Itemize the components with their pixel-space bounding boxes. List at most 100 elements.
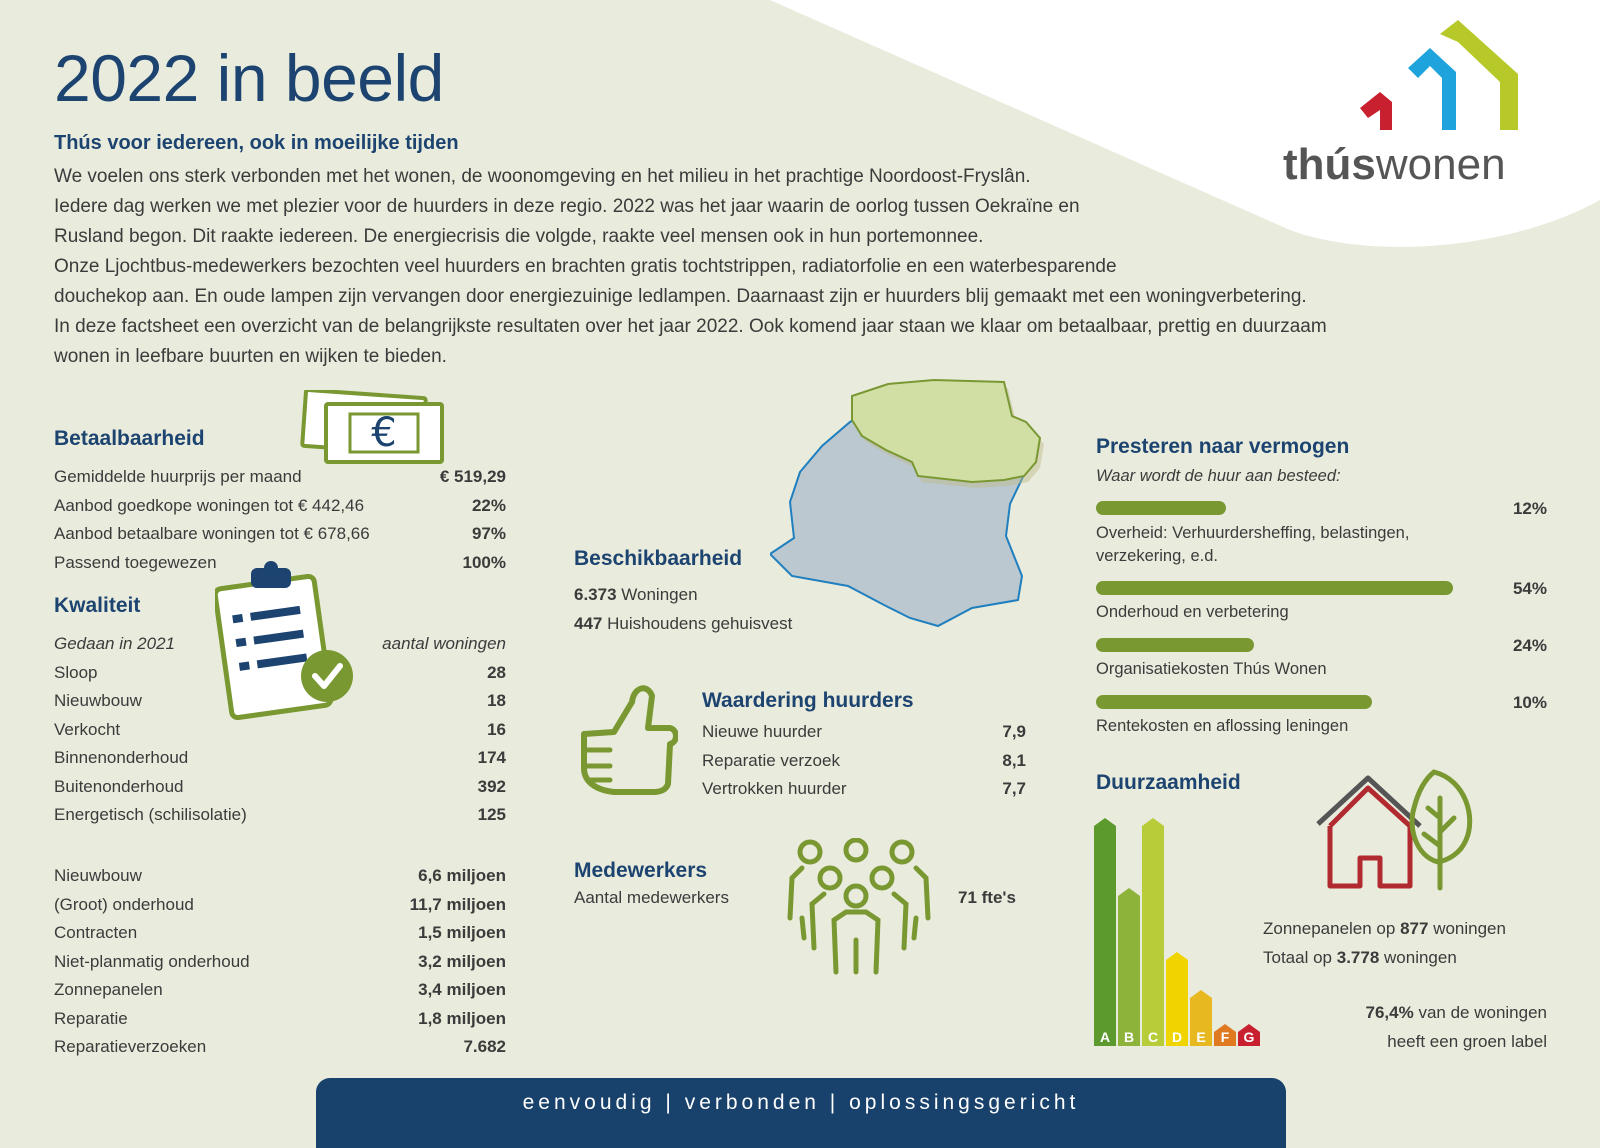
page-title: 2022 in beeld xyxy=(54,41,444,115)
bar-track xyxy=(1096,695,1453,709)
totaal-count: 3.778 xyxy=(1336,948,1380,967)
list-item: Sloop 28 xyxy=(54,659,506,688)
list-item: Niet-planmatig onderhoud 3,2 miljoen xyxy=(54,948,506,977)
zonnepanelen-line: Zonnepanelen op 877 woningen xyxy=(1263,914,1506,943)
presteren-subtitle: Waar wordt de huur aan besteed: xyxy=(1096,467,1341,485)
text-part: van de woningen xyxy=(1418,1003,1547,1022)
list-item: (Groot) onderhoud 11,7 miljoen xyxy=(54,891,506,920)
row-label: Reparatie verzoek xyxy=(702,750,840,770)
bar-track xyxy=(1096,501,1453,515)
row-label: Nieuwbouw xyxy=(54,866,142,885)
intro-line: Onze Ljochtbus-medewerkers bezochten vee… xyxy=(54,256,1117,277)
row-value: 7,9 xyxy=(1002,722,1026,741)
list-item: Buitenonderhoud 392 xyxy=(54,773,506,802)
intro-heading: Thús voor iedereen, ook in moeilijke tij… xyxy=(54,132,459,154)
row-label: Reparatie xyxy=(54,1008,128,1028)
region-map-icon xyxy=(770,378,1044,628)
financien-list: Nieuwbouw 6,6 miljoen (Groot) onderhoud 11… xyxy=(54,862,506,1062)
bar-label: Organisatiekosten Thús Wonen xyxy=(1096,660,1327,678)
energy-letter: G xyxy=(1244,1029,1255,1045)
row-value: 100% xyxy=(462,552,506,572)
row-label: Aanbod goedkope woningen tot € 442,46 xyxy=(54,495,365,515)
row-label: Verkocht xyxy=(54,719,121,739)
energy-letter: A xyxy=(1100,1029,1110,1045)
list-item: Aanbod betaalbare woningen tot € 678,66 9… xyxy=(54,520,506,549)
list-item: Reparatieverzoeken 7.682 xyxy=(54,1033,506,1062)
row-value: 11,7 miljoen xyxy=(409,894,506,914)
section-title-waardering: Waardering huurders xyxy=(702,689,914,712)
intro-line: douchekop aan. En oude lampen zijn verva… xyxy=(54,286,1307,307)
bar-label-line: Overheid: Verhuurdersheffing, belastinge… xyxy=(1096,524,1410,542)
energy-bar-f xyxy=(1214,1024,1236,1046)
bar xyxy=(1096,581,1453,595)
bar-label: Rentekosten en aflossing leningen xyxy=(1096,717,1349,735)
list-item: Energetisch (schilisolatie) 125 xyxy=(54,801,506,830)
list-item: Passend toegewezen 100% xyxy=(54,549,506,578)
bar xyxy=(1096,695,1372,709)
energy-bar-d xyxy=(1166,952,1188,1046)
subheader-value: aantal woningen xyxy=(382,634,506,653)
text-part: woningen xyxy=(1433,919,1506,938)
footer-separator: | xyxy=(665,1091,675,1114)
row-value: 8,1 xyxy=(1002,750,1026,770)
energy-bar-g xyxy=(1238,1024,1260,1046)
row-value: 18 xyxy=(487,691,506,710)
logo-wordmark: thúswonen xyxy=(1283,140,1506,190)
people-group-icon xyxy=(787,838,931,975)
list-item: Aanbod goedkope woningen tot € 442,46 22% xyxy=(54,492,506,521)
footer-word: oplossingsgericht xyxy=(849,1091,1080,1114)
footer-banner: eenvoudig | verbonden | oplossingsgerich… xyxy=(316,1078,1286,1148)
huishoudens-line: 447 Huishoudens gehuisvest xyxy=(574,609,792,638)
energy-letter: C xyxy=(1148,1029,1158,1045)
section-title-kwaliteit: Kwaliteit xyxy=(54,594,141,617)
energy-bar-e xyxy=(1190,990,1212,1046)
logo-part2: wonen xyxy=(1375,140,1506,189)
list-item: Reparatie 1,8 miljoen xyxy=(54,1005,506,1034)
zonnepanelen-text: Zonnepanelen op 877 woningen Totaal op 3… xyxy=(1263,914,1506,972)
row-value: 6,6 miljoen xyxy=(418,866,506,885)
footer-word: eenvoudig xyxy=(522,1091,656,1114)
row-value: 1,8 miljoen xyxy=(418,1008,506,1028)
row-value: 28 xyxy=(487,662,506,682)
bar xyxy=(1096,638,1254,652)
betaalbaarheid-list: Gemiddelde huurprijs per maand € 519,29 A… xyxy=(54,463,506,577)
intro-line: wonen in leefbare buurten en wijken te b… xyxy=(54,346,447,367)
logo-part1: thús xyxy=(1283,140,1376,189)
bar-pct-label: 54% xyxy=(1512,579,1547,598)
row-value: 3,2 miljoen xyxy=(418,951,506,971)
intro-line: We voelen ons sterk verbonden met het wo… xyxy=(54,166,1031,187)
intro-line: Rusland begon. Dit raakte iedereen. De e… xyxy=(54,226,984,247)
row-label: Gemiddelde huurprijs per maand xyxy=(54,467,302,486)
list-item: Nieuwbouw 18 xyxy=(54,687,506,716)
groen-label-text: 76,4% van de woningen heeft een groen la… xyxy=(1366,998,1547,1056)
svg-text:€: € xyxy=(371,410,396,456)
row-value: 22% xyxy=(471,495,506,515)
row-value: 16 xyxy=(487,719,506,739)
list-subheader: Gedaan in 2021 aantal woningen xyxy=(54,630,506,659)
list-item: Nieuwbouw 6,6 miljoen xyxy=(54,862,506,891)
energy-letter: F xyxy=(1221,1029,1230,1045)
list-item: Binnenonderhoud 174 xyxy=(54,744,506,773)
row-value: 3,4 miljoen xyxy=(418,980,506,999)
section-title-beschikbaarheid: Beschikbaarheid xyxy=(574,547,743,570)
subheader-label: Gedaan in 2021 xyxy=(54,634,175,653)
bar-pct-label: 12% xyxy=(1512,499,1547,518)
intro-line: Iedere dag werken we met plezier voor de… xyxy=(54,196,1080,217)
intro-text: We voelen ons sterk verbonden met het wo… xyxy=(54,162,1474,372)
row-label: Sloop xyxy=(54,662,98,682)
row-label: Zonnepanelen xyxy=(54,980,163,999)
section-title-duurzaamheid: Duurzaamheid xyxy=(1096,771,1241,794)
energy-letter: E xyxy=(1196,1029,1205,1045)
row-label: Buitenonderhoud xyxy=(54,776,184,796)
row-label: Aanbod betaalbare woningen tot € 678,66 xyxy=(54,524,370,543)
list-item: Gemiddelde huurprijs per maand € 519,29 xyxy=(54,463,506,492)
row-label: Niet-planmatig onderhoud xyxy=(54,951,250,971)
energy-bar-c xyxy=(1142,818,1164,1046)
section-title-presteren: Presteren naar vermogen xyxy=(1096,435,1350,458)
list-item: Nieuwe huurder 7,9 xyxy=(702,718,1026,747)
house-leaf-icon xyxy=(1316,769,1473,891)
row-label: Vertrokken huurder xyxy=(702,779,847,798)
intro-line: In deze factsheet een overzicht van de b… xyxy=(54,316,1327,337)
clipboard-check-icon xyxy=(215,561,353,720)
row-value: 7,7 xyxy=(1002,779,1026,798)
